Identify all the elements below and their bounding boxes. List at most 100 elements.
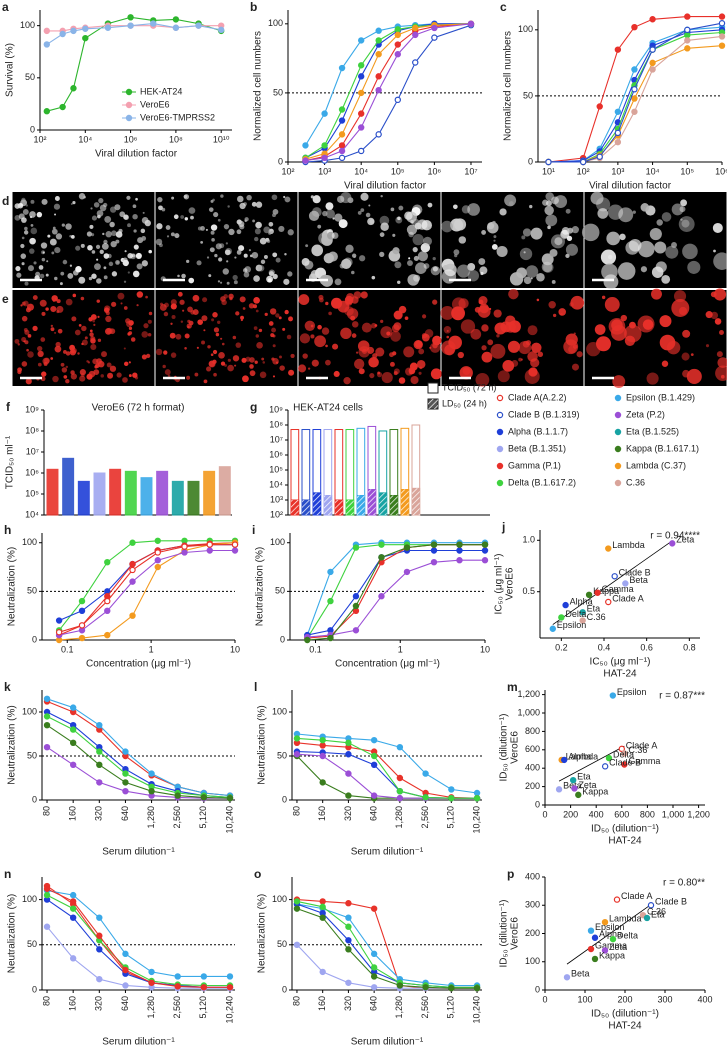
x-tick-label: 160 [68, 806, 78, 821]
cell [24, 226, 28, 231]
data-point [104, 597, 111, 605]
data-point [562, 601, 569, 609]
data-point [352, 544, 360, 551]
cell [122, 377, 128, 383]
series-line [58, 542, 236, 636]
cell [549, 248, 558, 257]
panel: d [2, 191, 727, 290]
cell [109, 221, 115, 228]
cell [453, 218, 467, 231]
x-axis-label: ID₅₀ (dilution⁻¹) [591, 824, 659, 835]
data-point [70, 85, 77, 92]
cell [177, 291, 183, 297]
cell [272, 375, 276, 378]
cell [603, 274, 619, 290]
cell [242, 268, 248, 273]
cell [184, 333, 190, 339]
cell [90, 338, 96, 344]
cell [671, 298, 690, 317]
cell [332, 217, 335, 220]
x-tick-label: 10⁶ [715, 166, 727, 176]
data-point [609, 935, 617, 943]
cell [268, 321, 274, 326]
annotation: r = 0.80** [663, 878, 705, 889]
cell [241, 357, 247, 363]
legend-swatch [427, 382, 439, 394]
cell [290, 353, 295, 359]
cell [141, 354, 147, 360]
series-line [58, 549, 235, 636]
cell [59, 282, 63, 286]
cell [493, 239, 496, 242]
series-line [305, 24, 472, 163]
cell [246, 194, 252, 201]
y-tick-label: 100 [272, 894, 287, 904]
data-point [127, 22, 134, 29]
cell [432, 256, 436, 261]
x-tick-label: 320 [343, 806, 353, 821]
data-point [618, 745, 626, 753]
cell [237, 195, 244, 203]
data-point [319, 736, 326, 744]
data-point [614, 462, 622, 470]
data-point [181, 543, 188, 550]
series-line [46, 715, 231, 798]
cell [325, 209, 335, 219]
y-tick-label: 0 [282, 794, 287, 804]
cell [41, 371, 47, 377]
data-point [43, 695, 51, 703]
cell [717, 357, 727, 368]
y-tick-label: 50 [27, 586, 37, 596]
data-point [357, 73, 365, 80]
data-point [496, 428, 504, 436]
series-line [46, 23, 222, 45]
cell [226, 281, 230, 285]
cell [220, 361, 226, 366]
cell [421, 332, 428, 339]
x-tick-label: 1,200 [687, 809, 710, 819]
cell [147, 319, 152, 324]
point-label: Kappa [599, 950, 625, 960]
cell [379, 215, 390, 226]
y-tick-label: 100 [20, 20, 35, 30]
x-tick-label: 800 [640, 809, 655, 819]
y-tick-label: 200 [525, 928, 540, 938]
hatch [357, 495, 365, 515]
panel-letter: p [507, 867, 514, 881]
cell [368, 204, 371, 207]
x-tick-label: 0 [542, 994, 547, 1004]
legend-label: Alpha (B.1.1.7) [508, 426, 568, 436]
data-point [321, 110, 328, 117]
cell [127, 271, 130, 274]
x-tick-label: 10 [480, 644, 490, 654]
cell [38, 265, 44, 270]
data-point [594, 589, 601, 596]
data-point [631, 23, 638, 31]
cell [403, 346, 415, 358]
fit-line [566, 904, 652, 965]
cell [345, 298, 353, 306]
cell [148, 249, 152, 254]
data-point [327, 597, 334, 605]
cell [522, 228, 532, 237]
x-tick-label: 10⁴ [646, 166, 660, 176]
data-point [129, 560, 136, 568]
data-point [545, 158, 552, 166]
cell [545, 192, 554, 201]
data-point [370, 761, 378, 769]
cell [103, 253, 110, 259]
x-tick-label: 2,560 [420, 806, 430, 829]
legend-label: VeroE6-TMPRSS2 [140, 112, 215, 122]
cell [202, 297, 208, 303]
data-point [601, 763, 609, 770]
x-tick-label: 160 [68, 996, 78, 1011]
data-point [154, 563, 161, 571]
data-point [59, 103, 66, 111]
x-tick-label: 0.4 [598, 642, 611, 652]
x-tick-label: 80 [41, 996, 51, 1006]
data-point [718, 33, 726, 40]
cell [21, 262, 25, 266]
cell [97, 338, 102, 343]
cell [430, 265, 441, 276]
